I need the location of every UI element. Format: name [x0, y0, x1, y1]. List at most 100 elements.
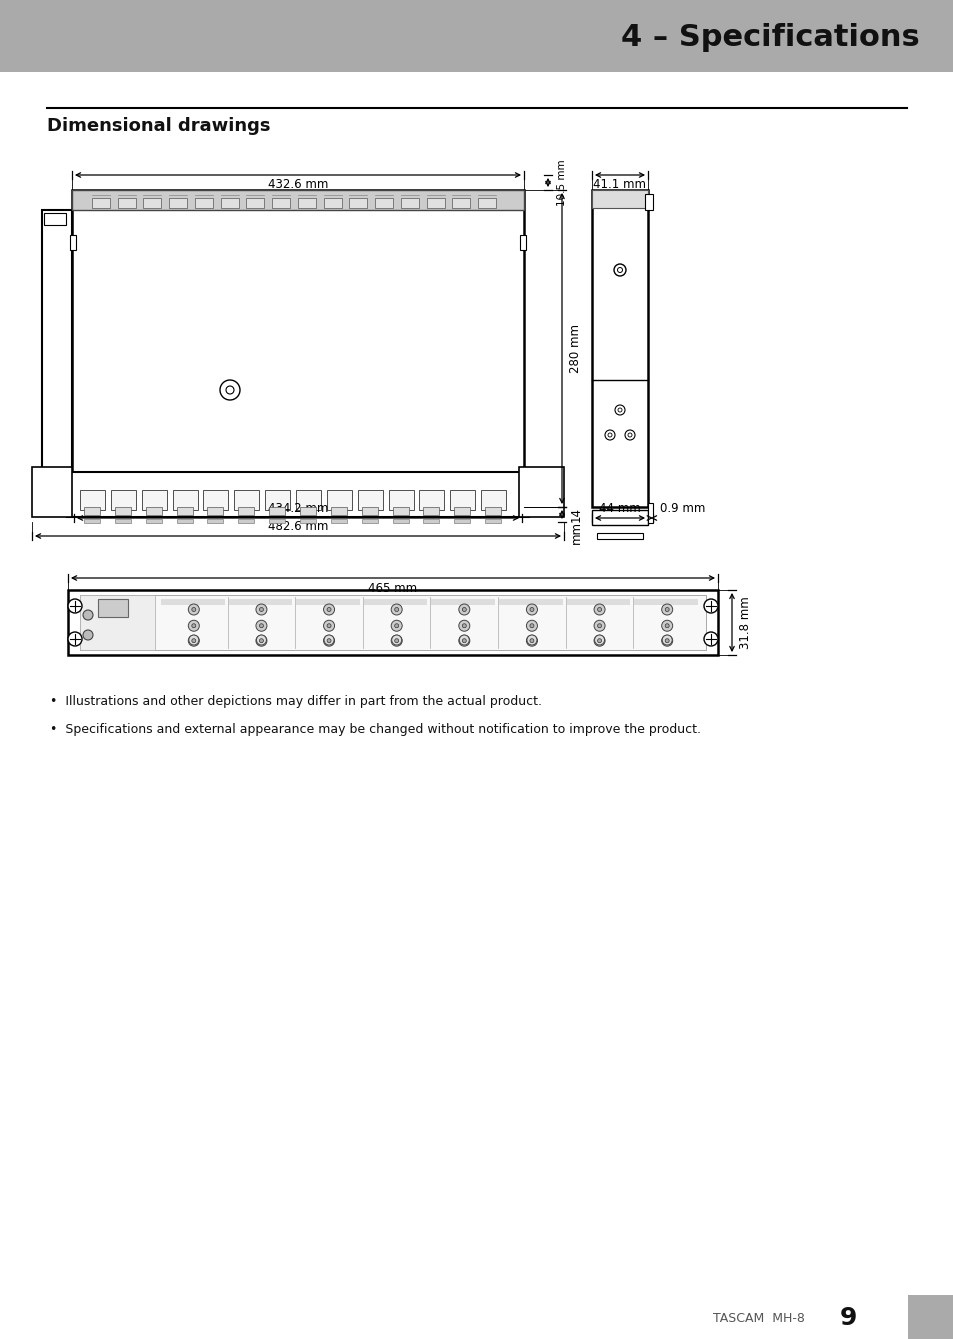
Text: •  Illustrations and other depictions may differ in part from the actual product: • Illustrations and other depictions may… [50, 695, 541, 708]
Circle shape [458, 635, 469, 647]
Circle shape [627, 432, 631, 437]
Bar [117, 198, 135, 208]
Bar [142, 490, 167, 510]
Bar [44, 213, 66, 225]
Circle shape [188, 604, 199, 615]
Circle shape [594, 635, 604, 645]
Circle shape [188, 620, 199, 631]
Circle shape [597, 639, 601, 643]
Bar [297, 198, 315, 208]
Bar [295, 490, 320, 510]
Bar [71, 190, 523, 473]
Bar [592, 190, 647, 507]
Bar [485, 520, 500, 524]
Bar [423, 520, 439, 524]
Bar [519, 236, 525, 250]
Circle shape [661, 604, 672, 615]
Bar [518, 467, 563, 517]
Circle shape [597, 608, 601, 612]
Circle shape [594, 620, 604, 631]
Bar [269, 507, 285, 516]
Bar [423, 507, 439, 516]
Bar [361, 520, 377, 524]
Circle shape [83, 631, 92, 640]
Bar [327, 490, 352, 510]
Text: 14: 14 [569, 507, 582, 522]
Circle shape [255, 620, 267, 631]
Circle shape [526, 635, 537, 645]
Bar [566, 599, 630, 605]
Circle shape [526, 604, 537, 615]
Bar [220, 198, 238, 208]
Bar [400, 198, 418, 208]
Text: 432.6 mm: 432.6 mm [268, 178, 328, 191]
Text: TASCAM  MH-8: TASCAM MH-8 [713, 1311, 804, 1324]
Circle shape [395, 624, 398, 628]
Circle shape [192, 624, 195, 628]
Text: Dimensional drawings: Dimensional drawings [47, 116, 271, 135]
Bar [194, 198, 213, 208]
Bar [592, 510, 647, 525]
Bar [331, 507, 347, 516]
Circle shape [220, 380, 240, 400]
Bar [172, 490, 197, 510]
Bar [296, 599, 359, 605]
Bar [349, 198, 367, 208]
Bar [592, 190, 647, 208]
Bar [238, 520, 254, 524]
Text: 465 mm: 465 mm [368, 581, 417, 595]
Bar [42, 210, 71, 473]
Circle shape [664, 624, 668, 628]
Bar [454, 520, 470, 524]
Bar [70, 236, 76, 250]
Circle shape [458, 620, 469, 631]
Bar [67, 473, 529, 517]
Bar [84, 520, 100, 524]
Bar [80, 595, 154, 649]
Bar [207, 520, 223, 524]
Bar [207, 507, 223, 516]
Circle shape [614, 264, 625, 276]
Bar [361, 507, 377, 516]
Text: 482.6 mm: 482.6 mm [268, 520, 328, 533]
Circle shape [192, 608, 195, 612]
Bar [357, 490, 382, 510]
Circle shape [256, 635, 266, 645]
Circle shape [395, 608, 398, 612]
Circle shape [597, 624, 601, 628]
Bar [375, 198, 393, 208]
Circle shape [255, 635, 267, 647]
Circle shape [664, 639, 668, 643]
Bar [114, 507, 131, 516]
Bar [597, 533, 642, 540]
Bar [907, 1295, 953, 1339]
Bar [246, 198, 264, 208]
Circle shape [395, 639, 398, 643]
Bar [203, 490, 228, 510]
Bar [393, 507, 408, 516]
Bar [431, 599, 495, 605]
Bar [161, 599, 224, 605]
Circle shape [458, 604, 469, 615]
Bar [450, 490, 475, 510]
Bar [634, 599, 698, 605]
Circle shape [327, 639, 331, 643]
Bar [498, 599, 562, 605]
Text: 10.5 mm: 10.5 mm [557, 159, 566, 206]
Bar [234, 490, 259, 510]
Bar [229, 599, 292, 605]
Text: 9: 9 [840, 1306, 857, 1330]
Bar [176, 507, 193, 516]
Bar [644, 194, 652, 210]
Bar [169, 198, 187, 208]
Bar [80, 595, 705, 649]
Bar [84, 507, 100, 516]
Circle shape [226, 386, 233, 394]
Circle shape [661, 635, 672, 647]
Bar [272, 198, 290, 208]
Circle shape [607, 432, 612, 437]
Bar [647, 503, 652, 524]
Circle shape [529, 639, 534, 643]
Circle shape [526, 620, 537, 631]
Circle shape [594, 604, 604, 615]
